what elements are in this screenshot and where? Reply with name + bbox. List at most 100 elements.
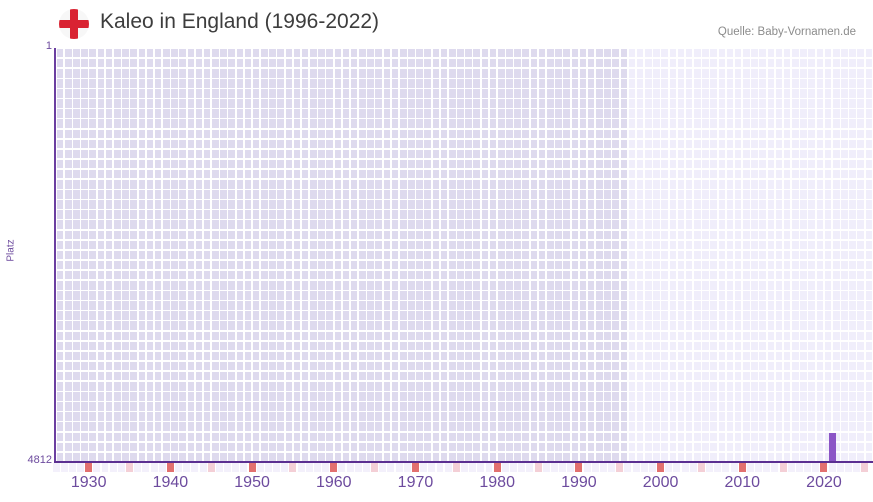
- grid-cell: [228, 270, 235, 280]
- grid-cell: [416, 89, 423, 98]
- grid-cell: [81, 402, 88, 411]
- grid-cell: [579, 230, 587, 240]
- year-marker: [362, 463, 370, 472]
- grid-cell: [293, 58, 301, 68]
- grid-cell: [130, 200, 137, 209]
- grid-cell: [154, 190, 162, 199]
- grid-cell: [530, 270, 538, 280]
- grid-cell: [547, 361, 554, 371]
- grid-cell: [130, 371, 137, 381]
- grid-cell: [579, 291, 587, 300]
- grid-cell: [743, 301, 750, 310]
- grid-cell: [261, 301, 268, 310]
- grid-cell: [865, 230, 873, 240]
- grid-cell: [301, 452, 309, 462]
- grid-cell: [849, 452, 856, 462]
- grid-cell: [865, 139, 873, 149]
- grid-cell: [669, 452, 677, 462]
- grid-cell: [416, 371, 423, 381]
- grid-cell: [56, 109, 64, 118]
- grid-cell: [767, 442, 775, 452]
- grid-cell: [179, 452, 186, 462]
- grid-cell: [195, 58, 203, 68]
- grid-cell: [571, 190, 579, 199]
- grid-cell: [171, 432, 178, 441]
- grid-cell: [620, 341, 628, 351]
- grid-cell: [424, 129, 431, 139]
- grid-cell: [522, 412, 530, 421]
- grid-cell: [775, 291, 783, 300]
- grid-cell: [653, 169, 660, 179]
- grid-cell: [669, 139, 677, 149]
- grid-cell: [832, 392, 840, 401]
- grid-cell: [56, 341, 64, 351]
- grid-cell: [473, 180, 481, 189]
- grid-cell: [497, 69, 505, 78]
- grid-cell: [122, 291, 129, 300]
- grid-cell: [824, 382, 832, 391]
- grid-cell: [383, 311, 391, 320]
- grid-cell: [187, 392, 195, 401]
- grid-cell: [113, 301, 121, 310]
- grid-cell: [743, 159, 750, 169]
- grid-cell: [195, 139, 203, 149]
- grid-cell: [538, 432, 546, 441]
- year-marker: [93, 463, 101, 472]
- grid-cell: [285, 371, 293, 381]
- grid-cell: [824, 119, 832, 128]
- grid-cell: [105, 149, 113, 159]
- grid-cell: [579, 321, 587, 330]
- grid-cell: [563, 311, 570, 320]
- grid-cell: [767, 139, 775, 149]
- grid-cell: [669, 321, 677, 330]
- grid-cell: [73, 200, 80, 209]
- grid-cell: [506, 139, 513, 149]
- grid-cell: [301, 311, 309, 320]
- grid-cell: [824, 58, 832, 68]
- grid-cell: [342, 220, 350, 229]
- grid-cell: [89, 341, 97, 351]
- grid-cell: [645, 240, 652, 250]
- grid-cell: [228, 190, 235, 199]
- grid-cell: [212, 180, 219, 189]
- grid-cell: [767, 291, 775, 300]
- grid-cell: [220, 250, 227, 260]
- grid-cell: [677, 79, 685, 88]
- grid-cell: [163, 402, 170, 411]
- grid-cell: [800, 119, 807, 128]
- grid-cell: [97, 109, 105, 118]
- grid-cell: [628, 270, 636, 280]
- grid-cell: [375, 402, 382, 411]
- bar-2021[interactable]: [828, 432, 837, 462]
- grid-cell: [187, 129, 195, 139]
- grid-cell: [113, 260, 121, 270]
- grid-cell: [824, 260, 832, 270]
- grid-cell: [195, 89, 203, 98]
- grid-cell: [587, 442, 595, 452]
- grid-cell: [220, 321, 227, 330]
- grid-cell: [187, 119, 195, 128]
- grid-cell: [620, 79, 628, 88]
- year-marker: [485, 463, 493, 472]
- grid-cell: [718, 321, 726, 330]
- grid-cell: [261, 48, 268, 58]
- grid-cell: [310, 270, 317, 280]
- grid-cell: [481, 361, 489, 371]
- grid-cell: [547, 442, 554, 452]
- grid-cell: [195, 331, 203, 341]
- grid-cell: [285, 119, 293, 128]
- grid-cell: [530, 442, 538, 452]
- grid-cell: [506, 371, 513, 381]
- grid-cell: [81, 139, 88, 149]
- grid-cell: [105, 240, 113, 250]
- grid-cell: [751, 169, 758, 179]
- grid-cell: [73, 432, 80, 441]
- grid-cell: [432, 291, 440, 300]
- grid-cell: [653, 48, 660, 58]
- grid-cell: [359, 351, 366, 361]
- grid-cell: [481, 392, 489, 401]
- grid-cell: [710, 119, 717, 128]
- grid-cell: [669, 48, 677, 58]
- grid-cell: [792, 432, 799, 441]
- grid-cell: [342, 291, 350, 300]
